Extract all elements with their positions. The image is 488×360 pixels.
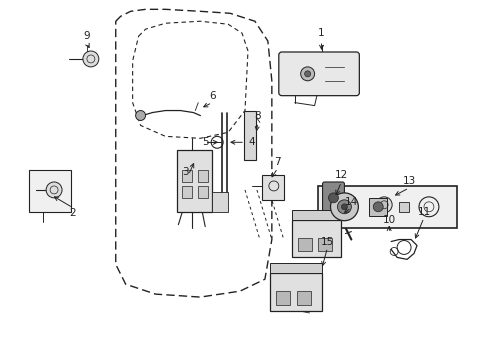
Text: 3: 3 <box>182 167 188 177</box>
Bar <box>262 175 283 200</box>
Circle shape <box>341 204 346 210</box>
Text: 5: 5 <box>202 137 208 147</box>
Text: 6: 6 <box>208 91 215 101</box>
Bar <box>269 264 321 273</box>
Text: 2: 2 <box>69 208 76 218</box>
Bar <box>198 170 208 182</box>
Text: 15: 15 <box>320 237 333 247</box>
Circle shape <box>372 202 383 212</box>
Text: 13: 13 <box>402 176 415 186</box>
Bar <box>297 238 311 251</box>
Text: 8: 8 <box>254 111 261 121</box>
Bar <box>269 273 321 311</box>
Bar <box>182 170 192 182</box>
Circle shape <box>300 67 314 81</box>
Bar <box>198 186 208 198</box>
Text: 1: 1 <box>318 28 324 38</box>
Circle shape <box>135 111 145 121</box>
Bar <box>296 291 310 305</box>
Text: 10: 10 <box>382 215 395 225</box>
Circle shape <box>83 51 99 67</box>
Text: 14: 14 <box>344 197 357 207</box>
Circle shape <box>330 193 358 221</box>
Bar <box>291 210 341 220</box>
Bar <box>244 111 255 160</box>
Circle shape <box>46 182 62 198</box>
Circle shape <box>337 200 351 214</box>
Text: 9: 9 <box>83 31 90 41</box>
Bar <box>317 238 331 251</box>
Bar <box>177 150 212 212</box>
Bar <box>317 186 456 228</box>
Text: 11: 11 <box>416 207 430 217</box>
Circle shape <box>328 193 338 203</box>
Circle shape <box>375 197 391 213</box>
Text: 4: 4 <box>248 137 255 147</box>
Circle shape <box>304 71 310 77</box>
Bar <box>29 170 71 212</box>
FancyBboxPatch shape <box>278 52 359 96</box>
Bar <box>182 186 192 198</box>
Bar <box>368 198 386 216</box>
Bar <box>275 291 289 305</box>
FancyBboxPatch shape <box>322 182 344 214</box>
Bar <box>398 202 408 212</box>
Bar <box>212 192 227 212</box>
Text: 7: 7 <box>274 157 281 167</box>
Text: 12: 12 <box>334 170 347 180</box>
Bar <box>291 220 341 257</box>
